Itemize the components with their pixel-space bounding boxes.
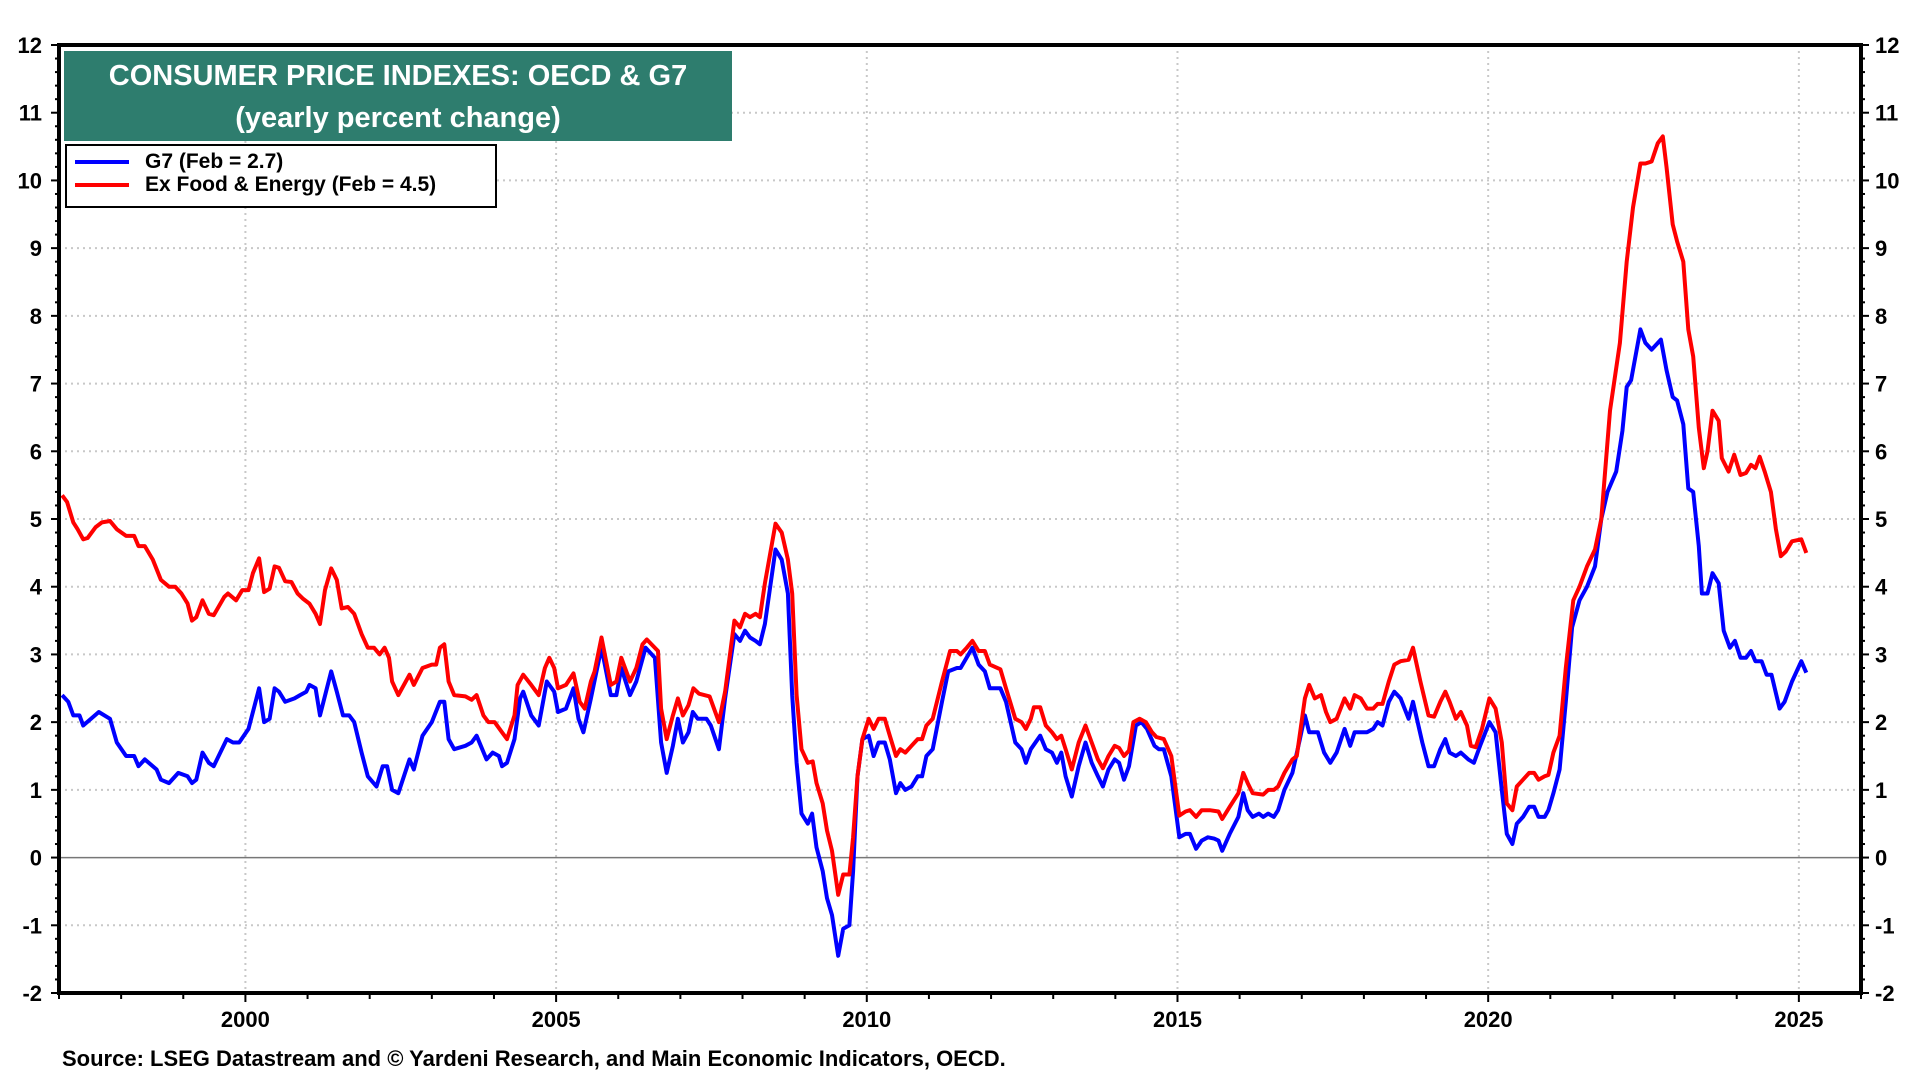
y-tick-label-right: 4 bbox=[1875, 575, 1888, 600]
y-tick-label-right: 2 bbox=[1875, 710, 1887, 735]
y-tick-label-right: 11 bbox=[1875, 101, 1898, 126]
y-tick-label-right: 8 bbox=[1875, 304, 1887, 329]
y-tick-label-right: 10 bbox=[1875, 168, 1899, 193]
y-tick-label-left: -2 bbox=[22, 981, 42, 1006]
y-tick-label-left: 12 bbox=[18, 33, 42, 58]
y-tick-label-left: 10 bbox=[18, 168, 42, 193]
y-tick-label-right: 5 bbox=[1875, 507, 1887, 532]
y-tick-label-left: 1 bbox=[30, 778, 42, 803]
y-tick-label-left: 6 bbox=[30, 439, 42, 464]
y-tick-label-right: 7 bbox=[1875, 372, 1887, 397]
y-tick-label-right: 1 bbox=[1875, 778, 1887, 803]
x-tick-label: 2025 bbox=[1774, 1007, 1823, 1032]
series-line-g7 bbox=[60, 327, 1809, 958]
y-tick-label-left: 5 bbox=[30, 507, 42, 532]
legend-label-g7: G7 (Feb = 2.7) bbox=[145, 149, 284, 173]
y-tick-label-right: 6 bbox=[1875, 439, 1887, 464]
legend: G7 (Feb = 2.7) Ex Food & Energy (Feb = 4… bbox=[65, 144, 497, 208]
series-line-ex-food-energy bbox=[60, 134, 1809, 897]
x-tick-label: 2015 bbox=[1153, 1007, 1202, 1032]
legend-swatch-g7 bbox=[75, 159, 129, 164]
legend-item-g7: G7 (Feb = 2.7) bbox=[67, 148, 495, 175]
y-tick-label-right: -2 bbox=[1875, 981, 1895, 1006]
x-tick-label: 2005 bbox=[532, 1007, 581, 1032]
x-axis: 2000 2005 2010 2015 2020 2025 bbox=[58, 993, 1862, 1032]
chart-subtitle: (yearly percent change) bbox=[235, 102, 561, 134]
source-note: Source: LSEG Datastream and © Yardeni Re… bbox=[62, 1046, 1006, 1071]
y-tick-label-left: 7 bbox=[30, 372, 42, 397]
y-tick-label-right: 3 bbox=[1875, 642, 1887, 667]
y-tick-label-right: 9 bbox=[1875, 236, 1887, 261]
y-tick-label-left: 0 bbox=[30, 846, 42, 871]
y-tick-label-left: 4 bbox=[30, 575, 43, 600]
legend-label-ex-food-energy: Ex Food & Energy (Feb = 4.5) bbox=[145, 172, 437, 196]
legend-item-ex-food-energy: Ex Food & Energy (Feb = 4.5) bbox=[67, 171, 495, 198]
y-tick-label-left: 9 bbox=[30, 236, 42, 261]
chart-title-box: CONSUMER PRICE INDEXES: OECD & G7 (yearl… bbox=[64, 51, 732, 141]
legend-swatch-ex-food-energy bbox=[75, 182, 129, 187]
x-tick-label: 2020 bbox=[1464, 1007, 1513, 1032]
y-tick-label-right: 0 bbox=[1875, 846, 1887, 871]
chart-title: CONSUMER PRICE INDEXES: OECD & G7 bbox=[108, 60, 688, 92]
y-tick-label-left: 3 bbox=[30, 642, 42, 667]
x-tick-label: 2010 bbox=[842, 1007, 891, 1032]
y-tick-label-left: 11 bbox=[19, 101, 42, 126]
series-lines bbox=[60, 134, 1809, 958]
x-tick-label: 2000 bbox=[221, 1007, 270, 1032]
y-tick-label-right: 12 bbox=[1875, 33, 1899, 58]
y-tick-label-left: 8 bbox=[30, 304, 42, 329]
y-tick-label-right: -1 bbox=[1875, 913, 1895, 938]
y-tick-label-left: -1 bbox=[22, 913, 42, 938]
y-tick-label-left: 2 bbox=[30, 710, 42, 735]
